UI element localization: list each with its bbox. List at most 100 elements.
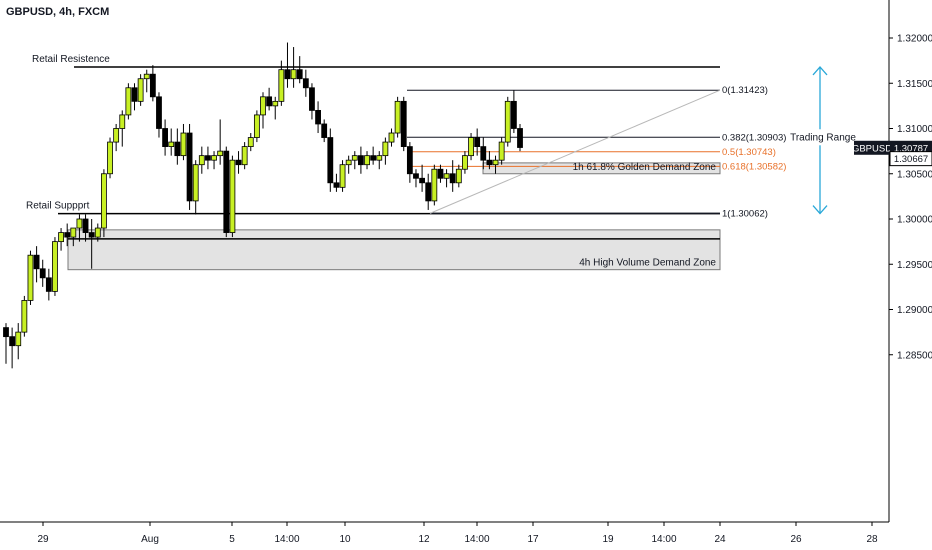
candle-body bbox=[431, 168, 438, 202]
level-price-badge-label: 1.30667 bbox=[894, 154, 928, 165]
fib-label-1: 1(1.30062) bbox=[722, 208, 768, 219]
candles-layer bbox=[3, 42, 523, 369]
x-tick-label: 12 bbox=[418, 534, 430, 545]
candle-body bbox=[492, 159, 499, 166]
candle-body bbox=[382, 141, 389, 157]
candle-body bbox=[296, 69, 303, 80]
candle-body bbox=[52, 241, 58, 292]
candle-body bbox=[315, 110, 321, 125]
candle-body bbox=[388, 132, 395, 143]
candle-body bbox=[9, 336, 16, 347]
retail-support-label: Retail Suppprt bbox=[26, 201, 90, 212]
candle-body bbox=[345, 159, 352, 166]
y-tick-label: 1.29000 bbox=[897, 305, 932, 316]
x-tick-label: 28 bbox=[866, 534, 878, 545]
candle-body bbox=[327, 137, 334, 184]
candle-body bbox=[64, 232, 71, 238]
candle-body bbox=[137, 78, 144, 102]
fib-label-0.382: 0.382(1.30903) bbox=[722, 132, 786, 143]
x-tick-label: 10 bbox=[339, 534, 351, 545]
y-tick-label: 1.32000 bbox=[897, 34, 932, 45]
trading-range-label: Trading Range bbox=[790, 132, 856, 143]
candle-body bbox=[113, 128, 120, 143]
candle-body bbox=[333, 182, 340, 188]
candle-body bbox=[321, 123, 328, 138]
y-tick-label: 1.31500 bbox=[897, 79, 932, 90]
candle-body bbox=[510, 100, 517, 129]
x-tick-label: 14:00 bbox=[651, 534, 676, 545]
candle-body bbox=[266, 96, 273, 107]
candle-body bbox=[480, 146, 487, 161]
candle-body bbox=[376, 155, 383, 161]
chart-title: GBPUSD, 4h, FXCM bbox=[6, 6, 110, 18]
candle-body bbox=[413, 173, 419, 179]
candle-body bbox=[468, 137, 474, 157]
labels-layer: 1h 61.8% Golden Demand Zone 4h High Volum… bbox=[26, 54, 856, 269]
y-tick-label: 1.30500 bbox=[897, 169, 932, 180]
y-tick-label: 1.31000 bbox=[897, 124, 932, 135]
candle-body bbox=[156, 96, 162, 129]
candle-body bbox=[205, 155, 211, 161]
candle-body bbox=[107, 141, 113, 175]
candle-body bbox=[290, 69, 297, 80]
candle-body bbox=[504, 100, 511, 143]
trading-range-arrowhead-down bbox=[812, 205, 828, 215]
y-tick-label: 1.29500 bbox=[897, 260, 932, 271]
fib-label-0.5: 0.5(1.30743) bbox=[722, 147, 776, 158]
candle-body bbox=[39, 268, 46, 279]
candle-body bbox=[15, 331, 22, 347]
candle-body bbox=[58, 232, 64, 243]
candle-body bbox=[443, 173, 450, 179]
last-price-badge-label: 1.30787 bbox=[894, 143, 928, 154]
fib-label-0: 0(1.31423) bbox=[722, 85, 768, 96]
zones-layer bbox=[67, 162, 721, 271]
candle-body bbox=[309, 87, 315, 111]
candle-body bbox=[406, 146, 413, 175]
x-tick-label: 14:00 bbox=[464, 534, 489, 545]
candle-body bbox=[21, 300, 28, 333]
candle-body bbox=[168, 141, 175, 147]
symbol-badge bbox=[854, 140, 890, 155]
candle-body bbox=[82, 218, 89, 233]
candle-body bbox=[425, 182, 432, 202]
candle-body bbox=[162, 128, 168, 148]
candle-body bbox=[260, 96, 266, 116]
candle-body bbox=[284, 69, 291, 80]
candle-body bbox=[351, 155, 358, 161]
candle-body bbox=[186, 132, 193, 202]
candle-body bbox=[462, 155, 468, 170]
candle-body bbox=[517, 128, 523, 148]
candle-body bbox=[370, 155, 377, 161]
x-tick-label: 14:00 bbox=[274, 534, 299, 545]
candle-body bbox=[131, 87, 138, 102]
candle-body bbox=[217, 150, 224, 157]
candle-body bbox=[486, 159, 493, 166]
candle-body bbox=[88, 232, 95, 238]
candle-body bbox=[235, 159, 242, 166]
candle-body bbox=[253, 114, 260, 138]
candle-body bbox=[364, 155, 370, 166]
candle-body bbox=[125, 87, 132, 116]
candle-body bbox=[229, 159, 236, 233]
candle-body bbox=[247, 137, 254, 148]
candle-body bbox=[198, 155, 205, 166]
x-tick-label: 17 bbox=[527, 534, 539, 545]
golden-demand-zone-label: 1h 61.8% Golden Demand Zone bbox=[573, 162, 717, 173]
y-tick-label: 1.30000 bbox=[897, 215, 932, 226]
candle-body bbox=[180, 132, 187, 157]
candle-body bbox=[241, 146, 248, 166]
candle-body bbox=[339, 164, 346, 188]
candle-body bbox=[272, 100, 279, 107]
x-tick-label: 5 bbox=[229, 534, 235, 545]
candle-body bbox=[474, 137, 481, 148]
level-price-badge bbox=[889, 151, 932, 167]
candle-body bbox=[174, 141, 181, 157]
candle-body bbox=[45, 277, 52, 292]
candle-body bbox=[419, 177, 425, 184]
candle-body bbox=[76, 218, 83, 229]
fib-label-0.618: 0.618(1.30582) bbox=[722, 161, 786, 172]
candle-body bbox=[358, 155, 364, 166]
candle-body bbox=[119, 114, 126, 129]
